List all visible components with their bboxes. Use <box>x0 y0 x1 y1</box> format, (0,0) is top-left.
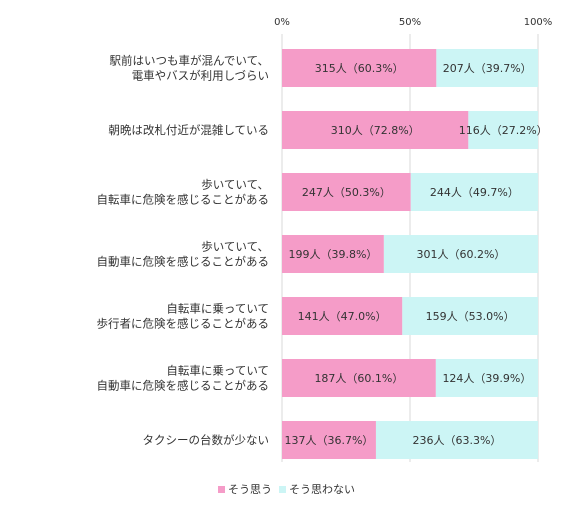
bar-value-label: 207人（39.7%） <box>443 62 532 75</box>
bar-disagree <box>435 359 538 397</box>
legend: そう思う そう思わない <box>218 483 355 496</box>
category-label: 朝晩は改札付近が混雑している <box>108 123 269 137</box>
category-label: 自転車に乗っていて <box>166 364 269 378</box>
bar-agree <box>282 235 384 273</box>
bar-value-label: 301人（60.2%） <box>416 248 505 261</box>
category-label: 歩いていて、 <box>201 240 269 254</box>
bar-value-label: 199人（39.8%） <box>288 248 377 261</box>
bars <box>282 49 538 459</box>
category-label: 歩行者に危険を感じることがある <box>97 317 270 331</box>
category-label: 歩いていて、 <box>201 178 269 192</box>
bar-agree <box>282 297 403 335</box>
legend-label: そう思う <box>228 483 272 496</box>
bar-disagree <box>383 235 538 273</box>
category-label: 駅前はいつも車が混んでいて、 <box>109 54 269 68</box>
bar-disagree <box>468 111 538 149</box>
legend-label: そう思わない <box>289 483 355 496</box>
category-label: 自転車に危険を感じることがある <box>97 193 270 207</box>
bar-value-label: 116人（27.2%） <box>459 124 548 137</box>
bar-value-label: 137人（36.7%） <box>284 434 373 447</box>
x-tick-label: 0% <box>274 17 290 28</box>
bar-agree <box>282 49 437 87</box>
bar-agree <box>282 111 469 149</box>
bar-value-label: 159人（53.0%） <box>426 310 515 323</box>
bar-disagree <box>402 297 538 335</box>
bar-value-label: 244人（49.7%） <box>430 186 519 199</box>
bar-disagree <box>436 49 538 87</box>
bar-agree <box>282 359 436 397</box>
bar-disagree <box>410 173 538 211</box>
bar-agree <box>282 173 411 211</box>
category-label: 自動車に危険を感じることがある <box>97 379 270 393</box>
bar-agree <box>282 421 376 459</box>
legend-swatch-agree <box>218 486 225 493</box>
category-label: 自動車に危険を感じることがある <box>97 255 270 269</box>
bar-value-label: 187人（60.1%） <box>314 372 403 385</box>
category-label: タクシーの台数が少ない <box>143 433 270 447</box>
category-label: 電車やバスが利用しづらい <box>132 69 269 83</box>
x-tick-label: 50% <box>399 17 421 28</box>
legend-swatch-disagree <box>279 486 286 493</box>
x-tick-label: 100% <box>524 17 553 28</box>
category-label: 自転車に乗っていて <box>166 302 269 316</box>
bar-value-label: 247人（50.3%） <box>302 186 391 199</box>
bar-disagree <box>375 421 538 459</box>
bar-value-label: 315人（60.3%） <box>315 62 404 75</box>
bar-value-label: 310人（72.8%） <box>331 124 420 137</box>
bar-value-label: 236人（63.3%） <box>412 434 501 447</box>
bar-value-label: 141人（47.0%） <box>298 310 387 323</box>
bar-value-label: 124人（39.9%） <box>442 372 531 385</box>
labels: 0% 50% 100% 315人（60.3%） 207人（39.7%） 駅前はいつも車が混… <box>97 17 553 447</box>
